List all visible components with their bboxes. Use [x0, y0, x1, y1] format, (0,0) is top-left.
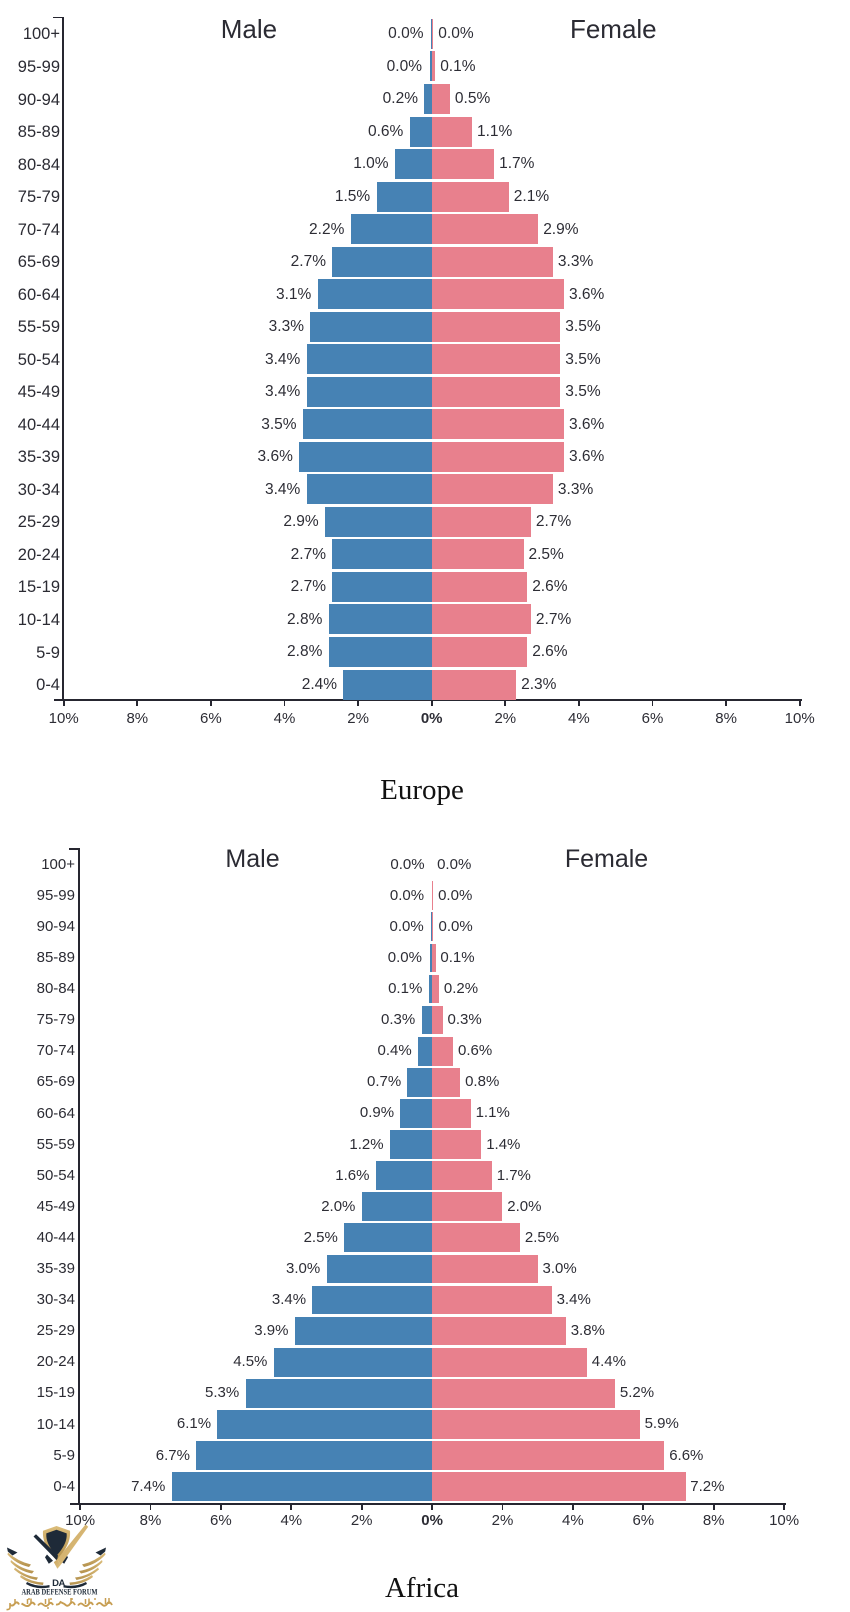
svg-text:ARAB DEFENSE FORUM: ARAB DEFENSE FORUM	[22, 1588, 98, 1597]
svg-text:DA: DA	[52, 1578, 65, 1589]
